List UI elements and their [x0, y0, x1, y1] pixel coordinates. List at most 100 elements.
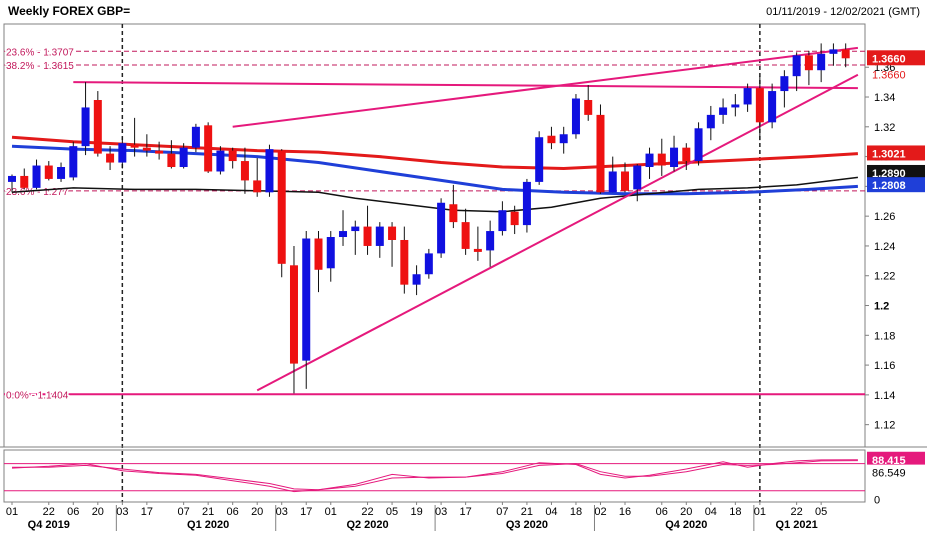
- fib-level-label: 23.6% - 1.3707: [6, 47, 74, 58]
- candle-body-up: [179, 147, 188, 168]
- candle-body-up: [792, 55, 801, 77]
- candle-body-up: [339, 231, 348, 238]
- candle-body-down: [130, 144, 139, 148]
- candle-body-up: [69, 146, 78, 178]
- candle-body-up: [670, 147, 679, 168]
- y-tick-label: 1.14: [874, 390, 895, 402]
- x-tick-label: 20: [251, 506, 263, 518]
- candle-body-down: [804, 55, 813, 71]
- candle-body-up: [535, 137, 544, 182]
- y-tick-label: 1.12: [874, 420, 895, 432]
- x-tick-label: 01: [6, 506, 18, 518]
- x-tick-label: 06: [656, 506, 668, 518]
- candle-body-down: [510, 211, 519, 226]
- quarter-label: Q4 2020: [665, 519, 707, 531]
- stochastic-tag-box: [867, 451, 925, 466]
- candle-body-up: [375, 226, 384, 246]
- candle-body-up: [437, 202, 446, 254]
- candle-body-down: [657, 153, 666, 166]
- x-tick-label: 17: [300, 506, 312, 518]
- candle-body-down: [44, 165, 53, 179]
- candle-body-up: [731, 104, 740, 108]
- candle-body-down: [93, 99, 102, 154]
- x-tick-label: 22: [361, 506, 373, 518]
- candle-body-down: [449, 204, 458, 223]
- candle-body-up: [412, 274, 421, 285]
- time-axis: 01 22 06 20 03 17 07 21 06 20 03 17 01 22 05 19 03 17 07 21…: [0, 446, 927, 531]
- price-tag-label: 1.2890: [872, 168, 906, 180]
- y-tick-label: 1.22: [874, 271, 895, 283]
- quarter-label: Q3 2020: [506, 519, 548, 531]
- candle-body-up: [81, 107, 90, 147]
- candle-body-down: [400, 239, 409, 285]
- y-tick-label: 1.26: [874, 211, 895, 223]
- y-tick-label: 1.16: [874, 360, 895, 372]
- x-tick-label: 07: [178, 506, 190, 518]
- candle-body-down: [253, 180, 262, 193]
- ma-red-line: [11, 135, 858, 171]
- x-tick-label: 18: [570, 506, 582, 518]
- price-tag-box: [867, 50, 925, 66]
- stochastic-panel-frame: [3, 449, 866, 503]
- stochastic-line: [12, 460, 858, 491]
- candle-body-down: [473, 248, 482, 252]
- y-tick-label: 1.18: [874, 330, 895, 342]
- candle-body-down: [277, 150, 286, 264]
- candle-body-down: [363, 226, 372, 246]
- x-tick-label: 06: [227, 506, 239, 518]
- stochastic-y-tick-label: 0: [874, 495, 880, 507]
- x-tick-label: 22: [791, 506, 803, 518]
- ma-black-line: [11, 176, 858, 213]
- candle-body-up: [817, 53, 826, 71]
- x-tick-label: 04: [705, 506, 717, 518]
- x-tick-label: 01: [754, 506, 766, 518]
- candle-body-down: [20, 175, 29, 188]
- candle-body-down: [228, 150, 237, 162]
- candle-body-down: [547, 135, 556, 144]
- candle-body-up: [326, 237, 335, 269]
- x-tick-label: 06: [67, 506, 79, 518]
- x-tick-label: 03: [276, 506, 288, 518]
- candle-body-up: [608, 171, 617, 193]
- candle-body-up: [8, 175, 16, 182]
- x-tick-label: 03: [116, 506, 128, 518]
- quarter-label: Q1 2020: [187, 519, 229, 531]
- fib-level-label: 0.0% - 1.1404: [6, 390, 69, 401]
- candle-body-up: [265, 149, 274, 193]
- candle-body-up: [118, 143, 127, 163]
- candle-body-up: [522, 181, 531, 226]
- candle-body-up: [191, 126, 200, 148]
- x-tick-label: 20: [680, 506, 692, 518]
- price-panel: 1.361.341.321.31.281.261.241.221.21.181.…: [3, 23, 925, 502]
- candle-body-down: [755, 88, 764, 123]
- candle-body-down: [388, 226, 397, 240]
- x-tick-label: 21: [521, 506, 533, 518]
- candle-body-down: [596, 114, 605, 193]
- x-tick-label: 19: [410, 506, 422, 518]
- candle-body-up: [424, 253, 433, 275]
- price-label: 1.3660: [872, 69, 906, 81]
- candle-body-up: [351, 226, 360, 232]
- price-tag-label: 1.2808: [872, 180, 906, 192]
- quarter-label: Q4 2019: [28, 519, 70, 531]
- y-tick-label: 1.24: [874, 241, 895, 253]
- stochastic-tag-label: 88.415: [872, 455, 906, 467]
- x-tick-label: 07: [496, 506, 508, 518]
- candle-body-down: [314, 238, 323, 270]
- x-tick-label: 05: [815, 506, 827, 518]
- candle-body-up: [829, 49, 838, 54]
- x-tick-label: 03: [435, 506, 447, 518]
- candle-body-down: [289, 265, 298, 364]
- candle-body-up: [498, 210, 507, 232]
- stochastic-tag-box: [867, 464, 925, 479]
- x-tick-label: 21: [202, 506, 214, 518]
- x-tick-label: 04: [545, 506, 557, 518]
- candle-body-up: [571, 98, 580, 135]
- y-tick-label: 1.2: [874, 301, 889, 313]
- candle-body-down: [584, 99, 593, 115]
- candle-body-up: [32, 165, 41, 188]
- x-tick-label: 22: [43, 506, 55, 518]
- candle-body-up: [645, 153, 654, 168]
- candle-body-up: [768, 91, 777, 123]
- candle-body-down: [682, 147, 691, 162]
